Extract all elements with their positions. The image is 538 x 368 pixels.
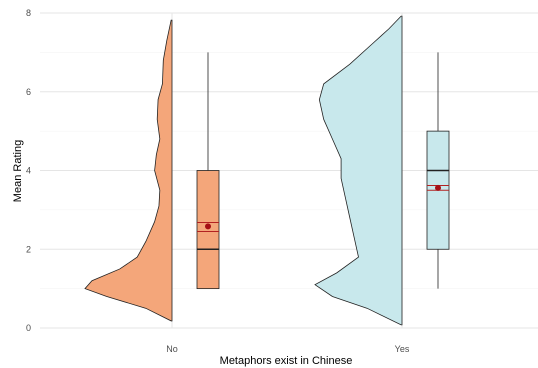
y-tick-label: 6 [26,87,31,97]
y-tick-label: 2 [26,244,31,254]
y-axis-title: Mean Rating [12,140,24,202]
violin-layer [84,15,403,326]
y-tick-labels: 0 2 4 6 8 [26,8,31,333]
y-tick-label: 4 [26,166,31,176]
y-tick-label: 8 [26,8,31,18]
x-axis-title: Metaphors exist in Chinese [220,355,353,367]
x-tick-label: Yes [395,344,410,354]
mean-point [205,223,211,230]
half-violin-yes [314,15,403,326]
x-tick-labels: No Yes [166,344,410,354]
y-tick-label: 0 [26,323,31,333]
box-no [196,170,220,290]
half-violin-no [84,19,173,322]
boxplot-layer [196,52,450,290]
x-tick-label: No [166,344,178,354]
mean-point [435,184,441,191]
